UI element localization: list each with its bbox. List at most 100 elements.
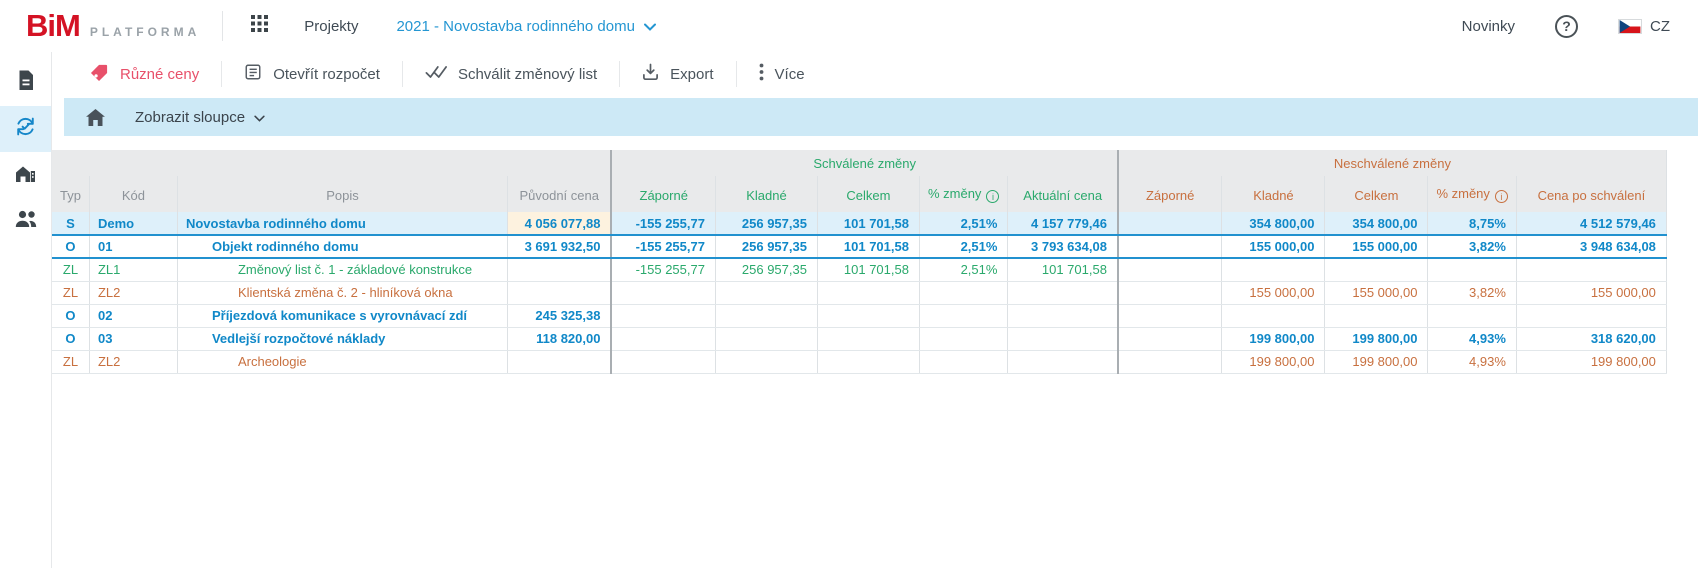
cell-kod: ZL2 xyxy=(89,350,178,374)
table-row[interactable]: S Demo Novostavba rodinného domu 4 056 077,… xyxy=(52,212,1667,236)
cell-n_zap xyxy=(1116,258,1223,282)
cell-n_cel: 199 800,00 xyxy=(1324,350,1429,374)
info-icon[interactable]: i xyxy=(1494,190,1508,203)
cell-n_pct: 4,93% xyxy=(1427,327,1517,351)
cell-s_klad xyxy=(715,327,818,351)
export-button[interactable]: Export xyxy=(619,61,735,87)
open-budget-label: Otevřít rozpočet xyxy=(273,65,380,83)
checklist-icon xyxy=(244,63,262,85)
cell-s_cel xyxy=(817,281,920,305)
info-icon[interactable]: i xyxy=(986,190,1000,203)
cell-s_zap xyxy=(610,327,716,351)
cell-aktualni xyxy=(1007,350,1119,374)
cell-typ: ZL xyxy=(52,281,90,305)
cell-n_cel: 155 000,00 xyxy=(1324,281,1429,305)
cell-kod: ZL2 xyxy=(89,281,178,305)
table-row[interactable]: O 02 Příjezdová komunikace s vyrovnávací z… xyxy=(52,304,1667,328)
cell-typ: ZL xyxy=(52,258,90,282)
cell-po_schvaleni: 155 000,00 xyxy=(1516,281,1667,305)
cell-s_zap xyxy=(610,304,716,328)
sidebar-item-change-lists[interactable] xyxy=(0,106,51,152)
tag-icon xyxy=(90,63,109,86)
cell-n_pct: 3,82% xyxy=(1427,281,1517,305)
building-icon xyxy=(15,163,36,188)
export-label: Export xyxy=(670,65,714,83)
cell-s_pct: 2,51% xyxy=(919,235,1009,259)
apps-grid-button[interactable] xyxy=(251,15,269,37)
cell-s_cel: 101 701,58 xyxy=(817,235,920,259)
cell-s_klad xyxy=(715,281,818,305)
more-button[interactable]: Více xyxy=(735,61,827,87)
news-link[interactable]: Novinky xyxy=(1461,17,1515,35)
table-row[interactable]: ZL ZL2 Klientská změna č. 2 - hliníková ok… xyxy=(52,281,1667,305)
cell-n_klad: 199 800,00 xyxy=(1221,327,1326,351)
group-header-approved: Schválené změny xyxy=(610,150,1119,176)
approve-change-list-button[interactable]: Schválit změnový list xyxy=(401,61,619,87)
language-code: CZ xyxy=(1650,17,1670,35)
cell-popis: Archeologie xyxy=(177,350,508,374)
cell-po_schvaleni xyxy=(1516,258,1667,282)
col-header-n_pct: % změny i xyxy=(1427,176,1517,212)
home-button[interactable] xyxy=(86,108,105,126)
sidebar-item-documents[interactable] xyxy=(0,60,51,106)
cell-puvodni xyxy=(507,350,612,374)
chevron-down-icon xyxy=(643,18,656,35)
cell-n_klad: 354 800,00 xyxy=(1221,212,1326,236)
chevron-down-icon xyxy=(254,109,265,126)
col-header-typ: Typ xyxy=(52,176,90,212)
cell-aktualni: 3 793 634,08 xyxy=(1007,235,1119,259)
cell-puvodni: 118 820,00 xyxy=(507,327,612,351)
cell-s_klad xyxy=(715,350,818,374)
cell-n_zap xyxy=(1116,350,1223,374)
cell-n_pct xyxy=(1427,258,1517,282)
cell-typ: O xyxy=(52,235,90,259)
question-icon: ? xyxy=(1555,14,1578,38)
cell-n_pct: 4,93% xyxy=(1427,350,1517,374)
cell-n_pct xyxy=(1427,304,1517,328)
cell-n_pct: 8,75% xyxy=(1427,212,1517,236)
col-header-popis: Popis xyxy=(177,176,508,212)
cell-aktualni xyxy=(1007,327,1119,351)
table-row[interactable]: O 03 Vedlejší rozpočtové náklady 118 820,00… xyxy=(52,327,1667,351)
cell-n_zap xyxy=(1116,304,1223,328)
cell-n_zap xyxy=(1116,212,1223,236)
cell-s_cel xyxy=(817,350,920,374)
cell-s_pct xyxy=(919,304,1009,328)
col-header-label: Cena po schválení xyxy=(1537,188,1646,203)
app-logo[interactable]: BiM PLATFORMA xyxy=(0,8,200,44)
project-selector[interactable]: 2021 - Novostavba rodinného domu xyxy=(396,18,656,35)
cell-s_zap: -155 255,77 xyxy=(610,235,716,259)
cell-s_cel: 101 701,58 xyxy=(817,212,920,236)
cell-popis: Objekt rodinného domu xyxy=(177,235,508,259)
col-header-label: Záporné xyxy=(639,188,688,203)
language-selector[interactable]: CZ xyxy=(1618,18,1670,35)
show-columns-dropdown[interactable]: Zobrazit sloupce xyxy=(135,109,265,126)
col-header-label: Popis xyxy=(326,188,359,203)
cell-n_cel xyxy=(1324,258,1429,282)
col-header-label: Celkem xyxy=(846,188,891,203)
help-button[interactable]: ? xyxy=(1555,14,1578,38)
sidebar-item-buildings[interactable] xyxy=(0,152,51,198)
top-bar: BiM PLATFORMA Projekty 2021 - Novostavba… xyxy=(0,0,1698,52)
czech-flag-icon xyxy=(1618,18,1642,34)
users-icon xyxy=(15,210,37,233)
cell-kod: Demo xyxy=(89,212,178,236)
table-row[interactable]: ZL ZL2 Archeologie 199 800,00 199 800,00 4,93… xyxy=(52,350,1667,374)
col-header-s_cel: Celkem xyxy=(817,176,920,212)
double-check-icon xyxy=(425,65,447,83)
project-selector-label: 2021 - Novostavba rodinného domu xyxy=(396,17,635,35)
header-divider xyxy=(222,11,224,41)
open-budget-button[interactable]: Otevřít rozpočet xyxy=(221,61,402,87)
col-header-n_klad: Kladné xyxy=(1221,176,1326,212)
sidebar-item-users[interactable] xyxy=(0,198,51,244)
cell-s_pct: 2,51% xyxy=(919,212,1009,236)
table-row[interactable]: ZL ZL1 Změnový list č. 1 - základové konst… xyxy=(52,258,1667,282)
cell-kod: 03 xyxy=(89,327,178,351)
table-row[interactable]: O 01 Objekt rodinného domu 3 691 932,50 -155… xyxy=(52,235,1667,259)
col-header-s_klad: Kladné xyxy=(715,176,818,212)
cell-s_cel xyxy=(817,304,920,328)
nav-projects-link[interactable]: Projekty xyxy=(304,17,359,35)
different-prices-button[interactable]: Různé ceny xyxy=(68,61,221,87)
toolbar: Různé ceny Otevřít rozpočet xyxy=(52,52,1698,96)
cell-n_klad: 155 000,00 xyxy=(1221,235,1326,259)
